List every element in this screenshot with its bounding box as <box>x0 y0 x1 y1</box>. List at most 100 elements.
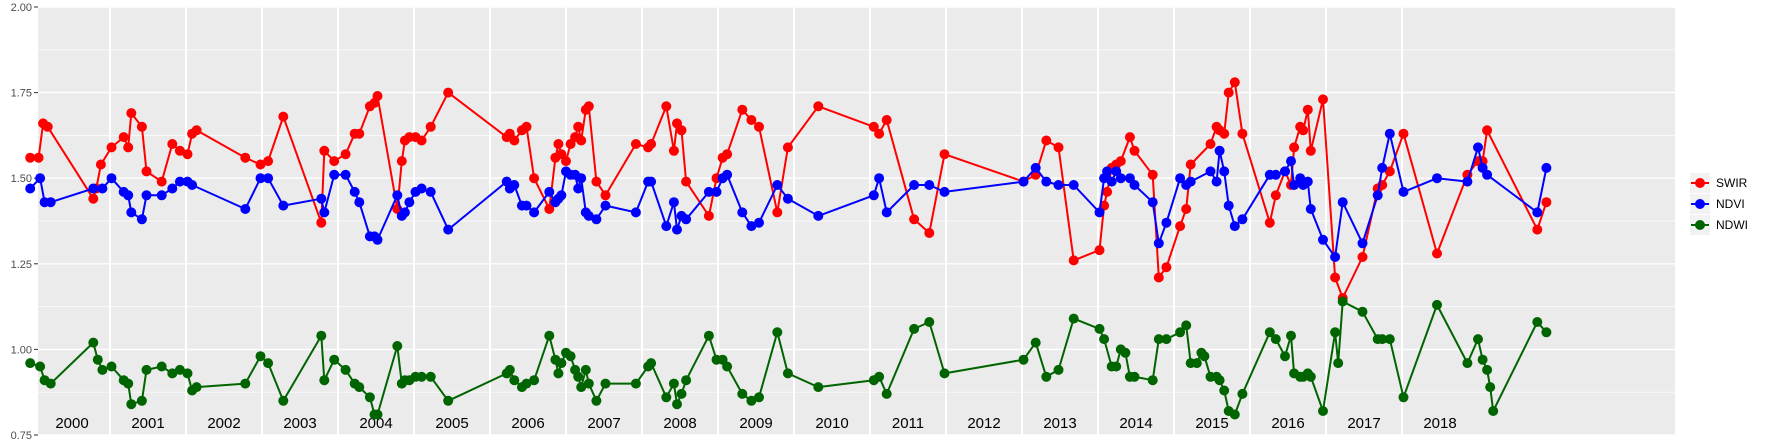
data-point-ndwi <box>573 371 584 382</box>
year-label: 2001 <box>131 415 164 432</box>
data-point-swir <box>1532 224 1543 235</box>
data-point-ndvi <box>1462 176 1473 187</box>
data-point-ndvi <box>354 197 365 208</box>
data-point-ndvi <box>404 197 415 208</box>
data-point-swir <box>240 152 251 163</box>
data-point-ndwi <box>668 378 679 389</box>
data-point-ndwi <box>1377 334 1388 345</box>
data-point-swir <box>874 128 885 139</box>
data-point-swir <box>561 156 571 167</box>
data-point-ndwi <box>676 388 687 399</box>
data-point-swir <box>319 145 330 156</box>
data-point-ndwi <box>630 378 641 389</box>
data-point-ndvi <box>1330 252 1341 262</box>
data-point-ndvi <box>909 180 920 190</box>
data-point-ndwi <box>88 337 99 348</box>
data-point-swir <box>278 111 289 122</box>
data-point-ndvi <box>35 173 46 184</box>
data-point-ndvi <box>1223 200 1234 211</box>
data-point-ndwi <box>340 364 351 375</box>
data-point-swir <box>1330 272 1341 283</box>
data-point-ndwi <box>1018 354 1029 365</box>
data-point-ndvi <box>255 173 266 184</box>
data-point-swir <box>782 142 793 153</box>
series-ndwi <box>25 296 1552 420</box>
data-point-ndvi <box>25 183 36 194</box>
data-point-ndvi <box>672 224 682 235</box>
data-point-ndwi <box>556 358 567 369</box>
data-point-ndwi <box>504 364 515 375</box>
data-point-swir <box>553 139 564 149</box>
data-point-ndvi <box>646 176 657 187</box>
year-label: 2014 <box>1119 415 1152 432</box>
data-point-ndvi <box>509 180 520 190</box>
data-point-ndvi <box>1357 238 1368 249</box>
data-point-ndwi <box>278 395 289 406</box>
data-point-swir <box>1219 128 1230 139</box>
data-point-swir <box>33 152 44 163</box>
data-point-swir <box>1041 135 1052 146</box>
data-point-ndwi <box>722 361 733 372</box>
data-point-ndwi <box>240 378 251 389</box>
data-point-swir <box>668 145 679 156</box>
data-point-swir <box>316 217 327 228</box>
data-point-swir <box>772 207 783 218</box>
data-point-ndvi <box>425 186 436 197</box>
data-point-swir <box>372 91 383 101</box>
data-point-ndvi <box>576 173 587 184</box>
data-point-swir <box>521 121 532 132</box>
data-point-swir <box>1205 139 1216 149</box>
data-point-swir <box>123 142 134 153</box>
data-point-swir <box>868 121 879 132</box>
data-point-ndwi <box>661 392 672 403</box>
data-point-ndwi <box>123 378 134 389</box>
data-point-ndwi <box>1305 371 1316 382</box>
data-point-ndwi <box>1181 320 1192 331</box>
data-point-ndwi <box>772 327 783 338</box>
data-point-ndwi <box>737 388 748 399</box>
year-label: 2004 <box>359 415 392 432</box>
data-point-ndwi <box>1099 334 1110 345</box>
data-point-ndwi <box>1488 406 1499 416</box>
legend-item-ndwi: NDWI <box>1690 215 1748 235</box>
data-point-ndvi <box>416 183 427 194</box>
year-label: 2009 <box>739 415 772 432</box>
data-point-ndwi <box>392 341 403 351</box>
data-point-swir <box>141 166 152 177</box>
data-point-ndvi <box>126 207 137 218</box>
data-point-ndwi <box>1286 330 1296 341</box>
data-point-ndwi <box>813 382 824 393</box>
data-point-ndwi <box>1161 334 1172 345</box>
data-point-ndwi <box>1384 334 1395 345</box>
data-point-swir <box>255 159 266 170</box>
legend-key-point <box>1695 199 1705 209</box>
y-tick-label: 0.75 <box>11 430 32 442</box>
data-point-ndvi <box>340 169 351 180</box>
data-point-swir <box>1147 169 1158 180</box>
data-point-swir <box>25 152 36 163</box>
data-point-ndvi <box>263 173 274 184</box>
y-tick-label: 1.25 <box>11 259 32 271</box>
data-point-ndvi <box>319 207 330 218</box>
data-point-ndwi <box>924 317 935 327</box>
data-point-swir <box>1161 262 1172 273</box>
data-point-ndvi <box>1398 186 1409 197</box>
data-point-swir <box>443 87 454 98</box>
data-point-ndwi <box>881 388 892 399</box>
data-point-swir <box>676 125 687 136</box>
data-point-ndwi <box>1337 296 1348 307</box>
data-point-ndwi <box>106 361 117 372</box>
y-tick-label: 2.00 <box>11 2 32 14</box>
data-point-swir <box>126 108 137 119</box>
data-point-swir <box>106 142 117 153</box>
data-point-ndwi <box>35 361 46 372</box>
data-point-ndvi <box>529 207 540 218</box>
data-point-ndwi <box>509 375 520 386</box>
data-point-ndvi <box>1280 166 1290 177</box>
data-point-ndvi <box>1214 145 1225 156</box>
data-point-swir <box>591 176 602 187</box>
data-point-ndwi <box>600 378 611 389</box>
data-point-ndvi <box>1175 173 1186 184</box>
